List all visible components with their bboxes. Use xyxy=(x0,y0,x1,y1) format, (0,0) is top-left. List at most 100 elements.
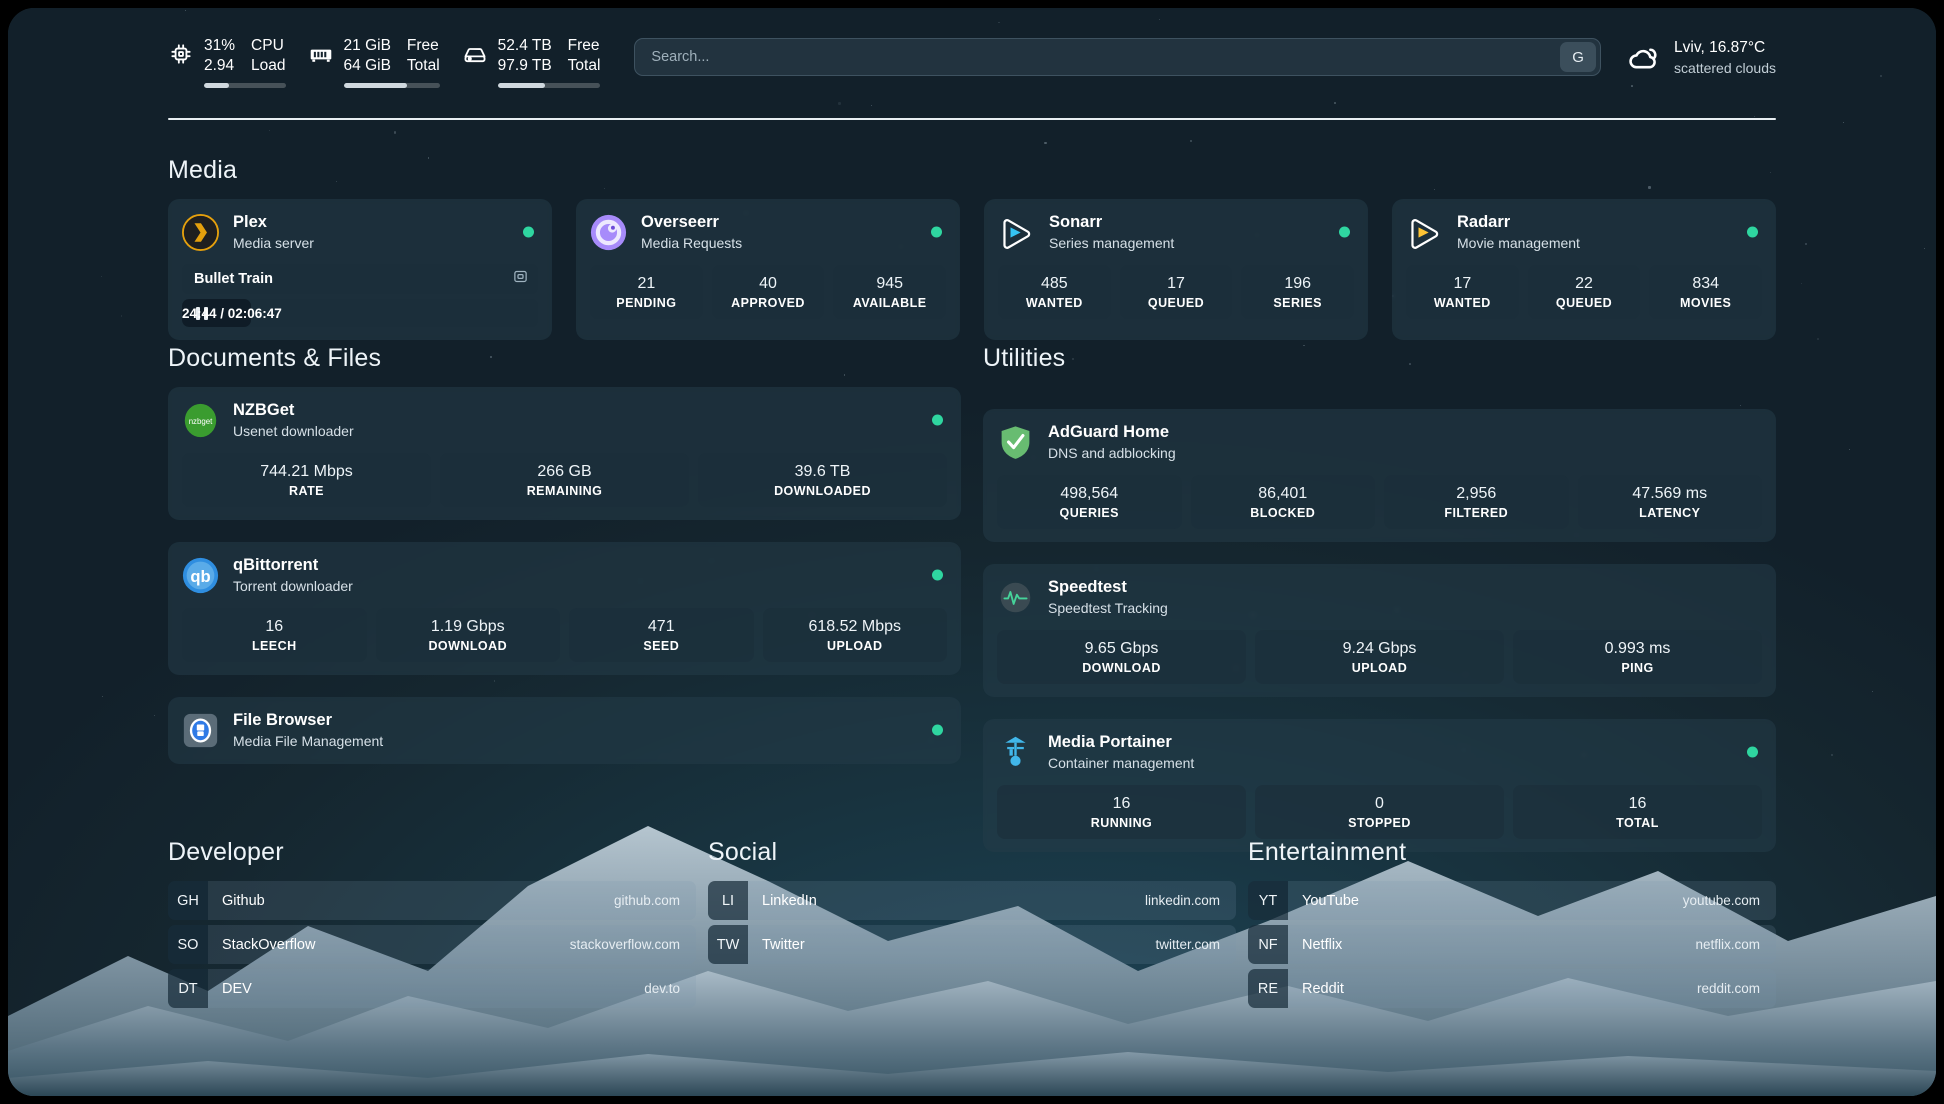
bookmark-group-social: Social LI LinkedIn linkedin.com TW Twitter twi… xyxy=(708,838,1236,1013)
bookmark-item[interactable]: SO StackOverflow stackoverflow.com xyxy=(168,925,696,964)
bookmark-item[interactable]: LI LinkedIn linkedin.com xyxy=(708,881,1236,920)
overseerr-logo xyxy=(590,214,627,251)
nzbget-logo: nzbget xyxy=(182,402,219,439)
service-card-qbittorrent[interactable]: qb qBittorrent Torrent downloader 16 LEECH 1.… xyxy=(168,542,961,675)
search-area: Search... G xyxy=(608,38,1627,76)
service-card-overseerr[interactable]: Overseerr Media Requests 21 PENDING 40 APPROV… xyxy=(576,199,960,340)
status-indicator xyxy=(1747,746,1758,758)
bookmark-item[interactable]: DT DEV dev.to xyxy=(168,969,696,1008)
svg-text:nzbget: nzbget xyxy=(189,417,213,426)
stat-label: AVAILABLE xyxy=(852,296,927,310)
dashboard-page: 31% 2.94 CPU Load 21 GiB 64 GiB Free Total 52.4 … xyxy=(8,8,1936,1096)
pause-icon[interactable] xyxy=(196,306,208,320)
stat-block[interactable]: 266 GB REMAINING xyxy=(440,453,689,507)
service-card-file-browser[interactable]: File Browser Media File Management xyxy=(168,697,961,764)
stat-value: 16 xyxy=(1628,795,1647,812)
stat-label: RATE xyxy=(289,484,324,498)
resource-progress-bar xyxy=(497,82,601,88)
stat-label: SEED xyxy=(643,639,680,653)
stat-row: 485 WANTED 17 QUEUED 196 SERIES xyxy=(998,265,1355,319)
service-name: NZBGet xyxy=(233,401,295,420)
stat-label: PING xyxy=(1621,661,1654,675)
stat-label: MOVIES xyxy=(1680,296,1732,310)
stat-block[interactable]: 498,564 QUERIES xyxy=(997,475,1182,529)
service-card-plex[interactable]: Plex Media server Bullet Train 24:44 / 02:0… xyxy=(168,199,552,340)
service-card-media-portainer[interactable]: Media Portainer Container management 16 RUN… xyxy=(983,719,1776,852)
cpu-icon xyxy=(168,41,194,67)
stat-block[interactable]: 1.19 Gbps DOWNLOAD xyxy=(375,608,560,662)
status-indicator xyxy=(932,414,943,426)
status-indicator xyxy=(523,226,534,238)
service-card-sonarr[interactable]: Sonarr Series management 485 WANTED 17 QUEUED… xyxy=(984,199,1368,340)
resource-value-bottom: 97.9 TB xyxy=(497,56,552,74)
stat-block[interactable]: 485 WANTED xyxy=(998,265,1111,319)
stat-value: 40 xyxy=(759,275,777,292)
stat-block[interactable]: 16 LEECH xyxy=(182,608,367,662)
stat-block[interactable]: 9.24 Gbps UPLOAD xyxy=(1255,630,1504,684)
stat-value: 945 xyxy=(876,275,904,292)
bookmark-abbr: RE xyxy=(1248,969,1288,1008)
stat-value: 744.21 Mbps xyxy=(260,463,353,480)
bookmark-group-developer: Developer GH Github github.com SO StackOverfl… xyxy=(168,838,696,1013)
stat-block[interactable]: 196 SERIES xyxy=(1241,265,1355,319)
service-card-speedtest[interactable]: Speedtest Speedtest Tracking 9.65 Gbps DOWN… xyxy=(983,564,1776,697)
stat-block[interactable]: 40 APPROVED xyxy=(711,265,825,319)
stat-block[interactable]: 86,401 BLOCKED xyxy=(1190,475,1375,529)
service-card-adguard-home[interactable]: AdGuard Home DNS and adblocking 498,564 QUE… xyxy=(983,409,1776,542)
resource-widget-0[interactable]: 31% 2.94 CPU Load xyxy=(168,36,294,88)
stat-block[interactable]: 744.21 Mbps RATE xyxy=(182,453,431,507)
stat-block[interactable]: 21 PENDING xyxy=(590,265,703,319)
stat-block[interactable]: 39.6 TB DOWNLOADED xyxy=(698,453,947,507)
stat-label: DOWNLOAD xyxy=(1082,661,1161,675)
stat-value: 17 xyxy=(1453,275,1472,292)
sonarr-logo xyxy=(998,214,1035,251)
bookmark-item[interactable]: GH Github github.com xyxy=(168,881,696,920)
stat-value: 9.24 Gbps xyxy=(1342,640,1417,657)
cast-icon[interactable] xyxy=(513,269,528,289)
bookmark-url: linkedin.com xyxy=(1144,893,1220,908)
bookmark-abbr: GH xyxy=(168,881,208,920)
stat-row: 21 PENDING 40 APPROVED 945 AVAILABLE xyxy=(590,265,947,319)
playback-time: 24:44 / 02:06:47 xyxy=(182,305,282,321)
resource-widget-2[interactable]: 52.4 TB 97.9 TB Free Total xyxy=(462,36,609,88)
service-card-nzbget[interactable]: nzbget NZBGet Usenet downloader 744.21 Mbps… xyxy=(168,387,961,520)
stat-label: LEECH xyxy=(251,639,297,653)
stat-block[interactable]: 17 WANTED xyxy=(1406,265,1519,319)
now-playing-title: Bullet Train xyxy=(194,271,273,287)
bookmark-name: Netflix xyxy=(1302,936,1343,953)
stat-block[interactable]: 471 SEED xyxy=(569,608,754,662)
search-provider-button[interactable]: G xyxy=(1560,42,1597,72)
bookmark-abbr: NF xyxy=(1248,925,1288,964)
stat-row: 16 RUNNING 0 STOPPED 16 TOTAL xyxy=(997,785,1762,839)
stat-block[interactable]: 9.65 Gbps DOWNLOAD xyxy=(997,630,1246,684)
bookmark-item[interactable]: TW Twitter twitter.com xyxy=(708,925,1236,964)
stat-value: 21 xyxy=(637,275,656,292)
stat-block[interactable]: 47.569 ms LATENCY xyxy=(1577,475,1762,529)
stat-block[interactable]: 16 RUNNING xyxy=(997,785,1246,839)
stat-block[interactable]: 22 QUEUED xyxy=(1527,265,1641,319)
stat-value: 618.52 Mbps xyxy=(808,618,901,635)
playback-progress[interactable]: 24:44 / 02:06:47 xyxy=(182,299,538,327)
weather-condition: scattered clouds xyxy=(1674,59,1776,76)
resource-widgets: 31% 2.94 CPU Load 21 GiB 64 GiB Free Total 52.4 … xyxy=(168,36,608,88)
stat-block[interactable]: 2,956 FILTERED xyxy=(1384,475,1569,529)
service-card-radarr[interactable]: Radarr Movie management 17 WANTED 22 QUEUED 83… xyxy=(1392,199,1776,340)
stat-block[interactable]: 0 STOPPED xyxy=(1255,785,1504,839)
stat-block[interactable]: 17 QUEUED xyxy=(1119,265,1233,319)
stat-block[interactable]: 834 MOVIES xyxy=(1649,265,1763,319)
resource-label-bottom: Total xyxy=(567,56,601,74)
bookmark-item[interactable]: RE Reddit reddit.com xyxy=(1248,969,1776,1008)
stat-block[interactable]: 618.52 Mbps UPLOAD xyxy=(762,608,947,662)
stat-block[interactable]: 0.993 ms PING xyxy=(1513,630,1762,684)
bookmark-item[interactable]: NF Netflix netflix.com xyxy=(1248,925,1776,964)
qbittorrent-logo: qb xyxy=(182,557,219,594)
stat-block[interactable]: 16 TOTAL xyxy=(1513,785,1762,839)
stat-label: RUNNING xyxy=(1090,816,1153,830)
search-input[interactable]: Search... G xyxy=(634,38,1602,76)
bookmark-item[interactable]: YT YouTube youtube.com xyxy=(1248,881,1776,920)
resource-widget-1[interactable]: 21 GiB 64 GiB Free Total xyxy=(308,36,448,88)
stat-block[interactable]: 945 AVAILABLE xyxy=(833,265,947,319)
weather-widget[interactable]: Lviv, 16.87°C scattered clouds xyxy=(1627,38,1776,78)
stat-value: 196 xyxy=(1284,275,1312,292)
stat-label: QUERIES xyxy=(1059,506,1119,520)
